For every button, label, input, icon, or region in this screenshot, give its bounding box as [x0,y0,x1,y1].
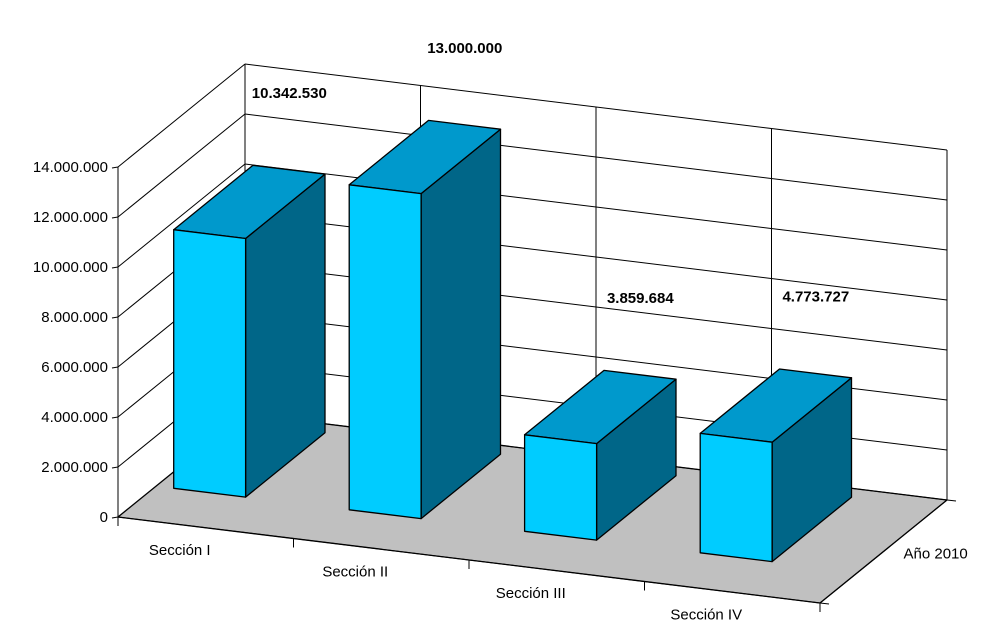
bar-side-face [420,128,502,520]
gridline-left-wall [117,163,246,268]
depth-axis-line [819,499,948,604]
bar [523,369,677,541]
y-tick-label: 12.000.000 [33,209,108,226]
y-tick-label: 14.000.000 [33,159,108,176]
gridline-left-wall [117,113,246,218]
x-tick-label: Sección I [149,542,211,559]
left-wall-top-edge [117,63,246,168]
bar [699,368,853,563]
bar-front-face [348,184,422,520]
x-tick-label: Sección II [322,563,388,580]
y-tick-label: 4.000.000 [41,409,108,426]
y-tick-mark [111,216,119,219]
bar [348,119,502,520]
x-tick-label: Sección III [496,585,566,602]
y-tick-label: 0 [100,509,108,526]
data-label: 13.000.000 [427,40,502,57]
x-tick-label: Sección IV [670,606,742,623]
bars [173,119,853,563]
data-label: 10.342.530 [252,85,327,102]
y-tick-label: 10.000.000 [33,259,108,276]
bar [173,164,326,498]
axes: 0 2.000.000 4.000.000 6.000.000 8.000.000 10.… [33,159,968,623]
bar-front-face [523,434,598,541]
y-tick-mark [111,316,119,319]
y-tick-label: 2.000.000 [41,459,108,476]
depth-tick-mark [819,602,830,605]
y-tick-mark [111,266,119,269]
labels: 10.342.530 13.000.000 3.859.684 4.773.727 [252,40,849,307]
y-tick-label: 6.000.000 [41,359,108,376]
y-tick-mark [111,366,119,369]
depth-axis-label: Año 2010 [904,546,968,563]
data-label: 3.859.684 [607,290,674,307]
y-tick-mark [111,166,119,169]
y-tick-mark [111,516,119,519]
y-tick-mark [111,466,119,469]
bar-front-face [699,432,773,563]
depth-tick-mark [946,499,957,502]
y-tick-label: 8.000.000 [41,309,108,326]
y-tick-mark [111,416,119,419]
data-label: 4.773.727 [782,289,849,306]
bar-front-face [173,229,247,498]
